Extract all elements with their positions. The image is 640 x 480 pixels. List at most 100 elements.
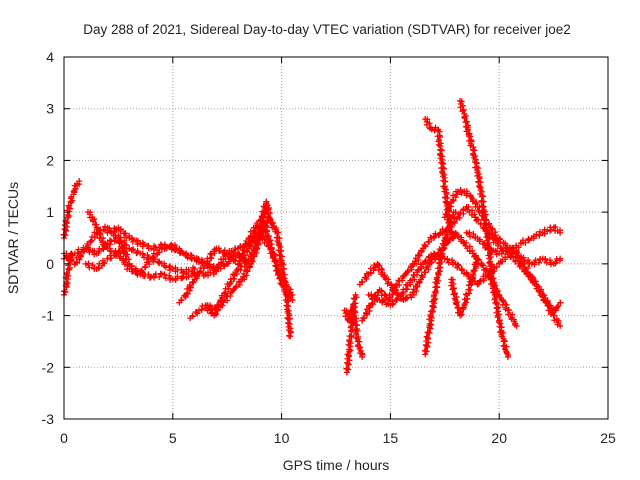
data-point-fill	[161, 271, 168, 278]
data-point	[76, 178, 83, 185]
data-point-fill	[449, 285, 456, 292]
data-point-fill	[95, 226, 102, 233]
data-point-fill	[219, 294, 226, 301]
data-point-fill	[184, 290, 191, 297]
data-point-fill	[172, 277, 179, 284]
data-point	[148, 273, 155, 280]
data-point	[359, 353, 366, 360]
data-point	[289, 297, 296, 304]
data-point-fill	[464, 126, 471, 133]
data-point-fill	[166, 263, 173, 270]
series-arc-u	[448, 255, 481, 319]
data-point-fill	[447, 219, 454, 226]
data-point-fill	[141, 273, 148, 280]
data-point-fill	[488, 254, 495, 261]
data-point-fill	[236, 281, 243, 288]
data-point-fill	[444, 195, 451, 202]
data-point-fill	[225, 285, 232, 292]
data-point-fill	[457, 309, 464, 316]
data-point-fill	[432, 230, 439, 237]
data-point-fill	[437, 134, 444, 141]
data-point-fill	[116, 248, 123, 255]
y-tick-label: -1	[42, 308, 55, 324]
data-point-fill	[473, 199, 480, 206]
data-point-fill	[277, 255, 284, 262]
y-tick-label: 4	[46, 49, 54, 65]
data-point-fill	[471, 267, 478, 274]
data-point-fill	[441, 165, 448, 172]
data-point-fill	[265, 204, 272, 211]
data-point-fill	[458, 266, 465, 273]
data-point-fill	[515, 244, 522, 251]
data-point-fill	[479, 262, 486, 269]
data-point-fill	[497, 236, 504, 243]
data-point-fill	[346, 333, 353, 340]
data-point-fill	[402, 296, 409, 303]
data-point-fill	[209, 263, 216, 270]
data-point	[557, 229, 564, 236]
data-point-fill	[182, 251, 189, 258]
data-point-fill	[356, 346, 363, 353]
data-point-fill	[380, 297, 387, 304]
data-point-fill	[494, 305, 501, 312]
data-point-fill	[226, 254, 233, 261]
data-point-fill	[186, 287, 193, 294]
data-point-fill	[351, 316, 358, 323]
data-point-fill	[532, 257, 539, 264]
data-point-fill	[264, 233, 271, 240]
data-point-fill	[464, 190, 471, 197]
data-point-fill	[272, 226, 279, 233]
data-point-fill	[552, 260, 559, 267]
data-point-fill	[106, 245, 113, 252]
data-point-fill	[445, 239, 452, 246]
data-point-fill	[435, 259, 442, 266]
data-point-fill	[221, 290, 228, 297]
data-point-fill	[130, 246, 137, 253]
data-point-fill	[471, 154, 478, 161]
data-point-fill	[451, 290, 458, 297]
data-point-fill	[469, 247, 476, 254]
data-point-fill	[244, 268, 251, 275]
data-point-fill	[174, 273, 181, 280]
data-point	[557, 255, 564, 262]
series-arc-m	[341, 302, 366, 360]
data-point-fill	[405, 267, 411, 274]
data-point-fill	[379, 269, 386, 276]
y-tick-label: 2	[46, 152, 54, 168]
data-point-fill	[422, 243, 429, 250]
data-point-fill	[274, 238, 281, 245]
x-tick-label: 25	[600, 430, 616, 446]
data-point-fill	[473, 252, 479, 259]
data-point-fill	[547, 302, 554, 309]
data-point-fill	[529, 273, 536, 280]
data-point-fill	[441, 228, 448, 235]
data-point-fill	[403, 295, 410, 302]
data-point-fill	[530, 235, 537, 242]
data-point-fill	[423, 333, 430, 340]
data-point-fill	[435, 128, 442, 135]
data-point-fill	[421, 347, 428, 354]
data-point-fill	[212, 311, 219, 318]
data-point-fill	[108, 229, 115, 236]
data-point-fill	[96, 229, 103, 236]
data-point-fill	[372, 293, 379, 300]
data-point-fill	[369, 301, 376, 308]
data-point-fill	[75, 246, 82, 253]
data-point-fill	[453, 294, 460, 301]
data-point-fill	[139, 268, 146, 275]
data-point-fill	[470, 231, 477, 238]
data-point-fill	[267, 210, 274, 217]
data-point-fill	[67, 258, 74, 265]
data-point-fill	[437, 264, 444, 271]
data-point-fill	[489, 225, 496, 232]
data-point-fill	[225, 260, 232, 267]
data-point-fill	[128, 234, 135, 241]
data-point-fill	[460, 107, 467, 114]
data-point-fill	[369, 295, 376, 302]
data-point-fill	[467, 278, 474, 285]
data-point-fill	[448, 229, 455, 236]
data-point-fill	[275, 270, 282, 277]
data-point-fill	[64, 271, 71, 278]
data-point-fill	[353, 335, 360, 342]
data-point-fill	[521, 258, 528, 265]
